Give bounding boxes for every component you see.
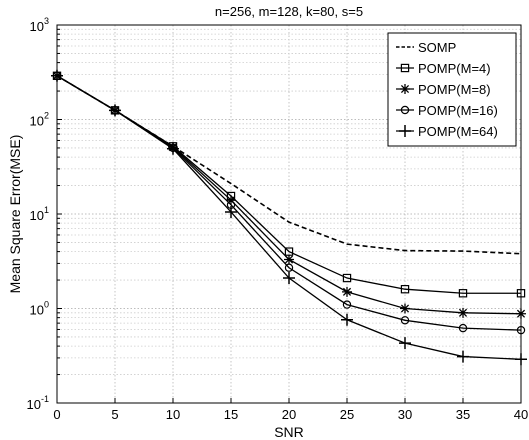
data-point-star: [400, 303, 410, 314]
legend: SOMP POMP(M=4) POMP(M=8) POMP(M=16) POMP(M=6…: [387, 32, 517, 147]
data-point-plus: [457, 350, 469, 363]
legend-label: SOMP: [418, 40, 456, 55]
x-axis-label: SNR: [274, 424, 304, 440]
y-tick-label: 100: [30, 300, 49, 318]
y-tick-label: 10-1: [27, 394, 49, 412]
data-point-plus: [341, 313, 353, 326]
y-axis-label: Mean Square Error(MSE): [7, 135, 23, 294]
data-point-plus: [399, 337, 411, 350]
legend-label: POMP(M=4): [418, 61, 491, 76]
x-tick-label: 0: [53, 407, 60, 422]
ticks: 0 5 10 15 20 25 30 35 40 10-1 100 101 102 103: [27, 16, 529, 422]
x-tick-label: 35: [456, 407, 470, 422]
x-tick-label: 15: [224, 407, 238, 422]
y-tick-label: 102: [30, 111, 49, 129]
x-tick-label: 40: [514, 407, 528, 422]
data-point-star: [400, 84, 410, 94]
series-layer: [51, 69, 527, 366]
data-point-plus: [283, 272, 295, 285]
legend-label: POMP(M=16): [418, 103, 498, 118]
legend-label: POMP(M=64): [418, 124, 498, 139]
data-point-plus: [167, 142, 179, 155]
data-point-star: [458, 307, 468, 318]
x-tick-label: 10: [166, 407, 180, 422]
data-point-star: [284, 254, 294, 265]
x-tick-label: 20: [282, 407, 296, 422]
grid: [57, 25, 521, 403]
data-point-circle: [400, 105, 410, 115]
data-point-square: [342, 273, 352, 283]
data-point-star: [226, 195, 236, 206]
data-point-star: [342, 286, 352, 297]
data-point-circle: [342, 300, 352, 309]
data-point-square: [400, 63, 410, 73]
data-point-square: [458, 289, 468, 298]
legend-label: POMP(M=8): [418, 82, 491, 97]
data-point-plus: [399, 125, 411, 137]
data-point-circle: [284, 263, 294, 272]
data-point-circle: [458, 323, 468, 333]
y-tick-label: 101: [30, 205, 49, 223]
data-point-square: [400, 285, 410, 294]
y-tick-label: 103: [30, 16, 49, 34]
x-tick-label: 5: [111, 407, 118, 422]
chart-title: n=256, m=128, k=80, s=5: [215, 4, 363, 19]
data-point-plus: [225, 205, 237, 218]
data-point-circle: [400, 316, 410, 325]
x-tick-label: 30: [398, 407, 412, 422]
x-tick-label: 25: [340, 407, 354, 422]
data-point-plus: [109, 104, 121, 117]
